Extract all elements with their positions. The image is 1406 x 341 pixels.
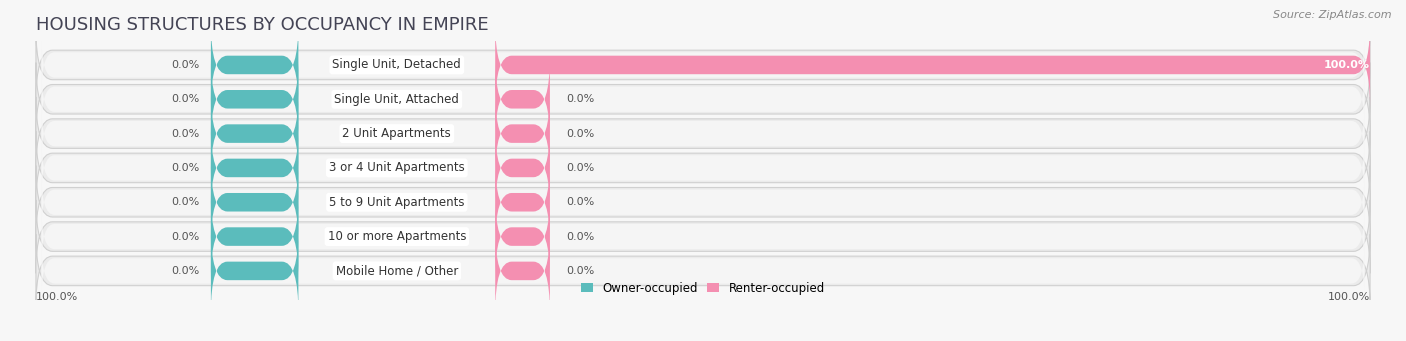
Text: 0.0%: 0.0% [172, 60, 200, 70]
FancyBboxPatch shape [41, 71, 1365, 128]
FancyBboxPatch shape [41, 242, 1365, 299]
FancyBboxPatch shape [41, 139, 1365, 196]
FancyBboxPatch shape [41, 174, 1365, 231]
FancyBboxPatch shape [495, 57, 550, 142]
Text: Single Unit, Detached: Single Unit, Detached [332, 58, 461, 72]
FancyBboxPatch shape [37, 97, 1369, 170]
Text: 0.0%: 0.0% [172, 163, 200, 173]
FancyBboxPatch shape [211, 229, 298, 313]
FancyBboxPatch shape [37, 165, 1369, 239]
Text: 2 Unit Apartments: 2 Unit Apartments [343, 127, 451, 140]
Text: 3 or 4 Unit Apartments: 3 or 4 Unit Apartments [329, 161, 464, 175]
FancyBboxPatch shape [41, 36, 1365, 93]
FancyBboxPatch shape [495, 91, 550, 176]
Text: 100.0%: 100.0% [1324, 60, 1369, 70]
Text: Source: ZipAtlas.com: Source: ZipAtlas.com [1274, 10, 1392, 20]
FancyBboxPatch shape [211, 126, 298, 210]
Text: 100.0%: 100.0% [37, 292, 79, 302]
Text: HOUSING STRUCTURES BY OCCUPANCY IN EMPIRE: HOUSING STRUCTURES BY OCCUPANCY IN EMPIR… [37, 16, 488, 34]
Text: 0.0%: 0.0% [567, 266, 595, 276]
FancyBboxPatch shape [41, 208, 1365, 265]
Text: 0.0%: 0.0% [172, 232, 200, 241]
Text: 5 to 9 Unit Apartments: 5 to 9 Unit Apartments [329, 196, 464, 209]
Text: Single Unit, Attached: Single Unit, Attached [335, 93, 460, 106]
Text: 0.0%: 0.0% [172, 266, 200, 276]
FancyBboxPatch shape [37, 28, 1369, 102]
FancyBboxPatch shape [37, 131, 1369, 205]
FancyBboxPatch shape [495, 229, 550, 313]
FancyBboxPatch shape [211, 57, 298, 142]
FancyBboxPatch shape [211, 23, 298, 107]
FancyBboxPatch shape [495, 160, 550, 244]
Legend: Owner-occupied, Renter-occupied: Owner-occupied, Renter-occupied [576, 277, 830, 299]
Text: 0.0%: 0.0% [172, 197, 200, 207]
FancyBboxPatch shape [41, 105, 1365, 162]
Text: 10 or more Apartments: 10 or more Apartments [328, 230, 465, 243]
Text: Mobile Home / Other: Mobile Home / Other [336, 264, 458, 277]
Text: 100.0%: 100.0% [1327, 292, 1369, 302]
Text: 0.0%: 0.0% [567, 232, 595, 241]
FancyBboxPatch shape [211, 194, 298, 279]
Text: 0.0%: 0.0% [567, 163, 595, 173]
FancyBboxPatch shape [211, 160, 298, 244]
FancyBboxPatch shape [211, 91, 298, 176]
FancyBboxPatch shape [37, 200, 1369, 273]
FancyBboxPatch shape [495, 194, 550, 279]
Text: 0.0%: 0.0% [567, 197, 595, 207]
FancyBboxPatch shape [495, 126, 550, 210]
FancyBboxPatch shape [37, 62, 1369, 136]
FancyBboxPatch shape [495, 23, 1369, 107]
Text: 0.0%: 0.0% [567, 94, 595, 104]
Text: 0.0%: 0.0% [172, 129, 200, 138]
Text: 0.0%: 0.0% [172, 94, 200, 104]
Text: 0.0%: 0.0% [567, 129, 595, 138]
FancyBboxPatch shape [37, 234, 1369, 308]
